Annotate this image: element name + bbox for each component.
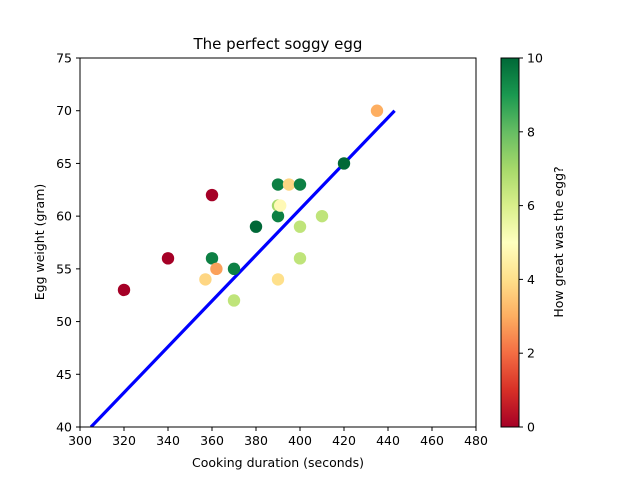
colorbar-tick-label: 10 <box>527 51 543 66</box>
plot-frame <box>79 57 477 428</box>
x-tick-label: 420 <box>332 433 356 448</box>
data-point <box>271 209 285 223</box>
data-point <box>282 178 296 191</box>
colorbar-label: How great was the egg? <box>551 166 566 317</box>
data-point <box>199 273 212 286</box>
colorbar-tick-label: 6 <box>527 198 535 213</box>
data-point <box>227 262 241 276</box>
data-point <box>271 178 285 191</box>
y-axis-label: Egg weight (gram) <box>32 184 47 301</box>
data-point <box>370 104 384 117</box>
x-tick-label: 480 <box>464 433 488 448</box>
colorbar-tick-label: 0 <box>527 420 535 435</box>
data-point <box>293 252 307 265</box>
y-tick-label: 50 <box>56 314 72 329</box>
data-point <box>271 273 285 286</box>
y-tick-label: 65 <box>56 156 72 171</box>
scatter-points <box>117 104 384 307</box>
data-point <box>205 188 219 202</box>
colorbar-tick-label: 2 <box>527 346 535 361</box>
y-tick-label: 75 <box>56 51 72 66</box>
fit-line <box>89 109 396 427</box>
colorbar-tick-label: 8 <box>527 124 535 139</box>
y-tick-label: 40 <box>56 420 72 435</box>
x-tick-label: 340 <box>156 433 180 448</box>
y-axis: 40 45 50 55 60 65 70 75 <box>56 51 80 435</box>
data-point <box>249 220 263 233</box>
data-point <box>293 220 307 233</box>
data-point <box>117 283 131 297</box>
fit-line-layer <box>89 109 396 427</box>
chart-title: The perfect soggy egg <box>193 35 363 53</box>
y-tick-label: 55 <box>56 261 72 276</box>
x-tick-label: 380 <box>244 433 268 448</box>
x-axis-label: Cooking duration (seconds) <box>192 455 364 470</box>
x-tick-label: 300 <box>68 433 92 448</box>
colorbar <box>500 57 520 428</box>
data-point <box>227 294 241 307</box>
x-axis: 300 320 340 360 380 400 420 440 460 480 <box>68 427 488 448</box>
data-point <box>205 252 219 265</box>
data-point <box>293 178 307 191</box>
y-tick-label: 70 <box>56 103 72 118</box>
y-tick-label: 60 <box>56 209 72 224</box>
data-point <box>337 157 351 170</box>
data-point <box>161 252 175 265</box>
x-tick-label: 460 <box>420 433 444 448</box>
data-point <box>210 262 223 276</box>
x-tick-label: 360 <box>200 433 224 448</box>
x-tick-label: 400 <box>288 433 312 448</box>
data-point <box>274 199 287 212</box>
x-tick-label: 440 <box>376 433 400 448</box>
data-point <box>315 209 329 223</box>
colorbar-tick-label: 4 <box>527 272 535 287</box>
colorbar-axis: 0 2 4 6 8 10 <box>519 51 543 435</box>
x-tick-label: 320 <box>112 433 136 448</box>
y-tick-label: 45 <box>56 367 72 382</box>
